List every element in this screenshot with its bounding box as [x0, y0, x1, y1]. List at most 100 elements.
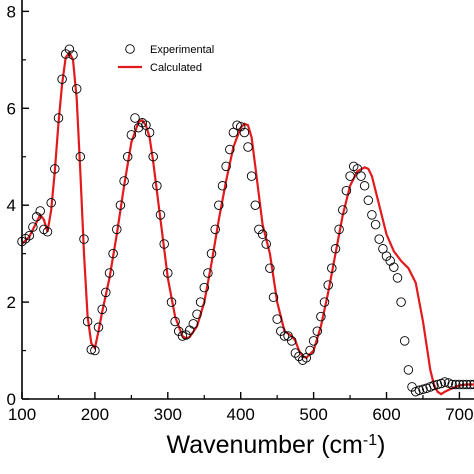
experimental-point — [389, 262, 399, 272]
experimental-point — [305, 345, 315, 356]
experimental-point — [68, 50, 78, 60]
experimental-point — [166, 297, 177, 307]
experimental-point — [283, 331, 293, 341]
experimental-point — [341, 185, 352, 196]
experimental-point — [392, 273, 403, 283]
experimental-point — [469, 379, 474, 390]
experimental-point — [141, 120, 151, 130]
experimental-point — [246, 171, 257, 181]
experimental-point — [108, 248, 118, 259]
experimental-point — [24, 230, 35, 241]
legend-experimental-label: Experimental — [150, 44, 214, 56]
experimental-point — [148, 151, 158, 162]
experimental-point — [250, 200, 261, 210]
experimental-point — [381, 251, 392, 261]
experimental-point — [345, 171, 355, 181]
experimental-point — [451, 379, 461, 390]
experimental-point — [432, 379, 443, 390]
x-axis-title-superscript: -1 — [363, 432, 377, 449]
experimental-point — [75, 151, 86, 162]
experimental-point — [71, 84, 82, 94]
plot-area — [17, 44, 474, 397]
experimental-point — [192, 309, 202, 319]
experimental-point — [308, 336, 319, 346]
x-axis-title-main: Wavenumber (cm — [167, 431, 363, 459]
experimental-point — [199, 282, 210, 293]
experimental-point — [53, 113, 64, 123]
experimental-point — [396, 297, 406, 307]
experimental-point — [374, 234, 384, 244]
experimental-point — [217, 181, 228, 191]
experimental-point — [152, 181, 162, 191]
experimental-point — [279, 331, 290, 341]
experimental-point — [104, 268, 115, 278]
experimental-point — [195, 297, 206, 307]
experimental-point — [31, 212, 42, 222]
experimental-point — [403, 365, 414, 375]
experimental-point — [214, 200, 224, 210]
experimental-point — [119, 176, 129, 186]
experimental-point — [112, 224, 122, 235]
experimental-point — [126, 130, 137, 140]
experimental-point — [268, 292, 279, 303]
experimental-point — [301, 353, 312, 363]
axes — [21, 0, 474, 400]
y-tick-label: 6 — [7, 99, 16, 118]
experimental-point — [265, 263, 275, 273]
legend-experimental-marker — [125, 44, 135, 54]
experimental-point — [330, 244, 341, 254]
experimental-point — [133, 122, 144, 133]
x-tick-label: 300 — [154, 405, 182, 424]
experimental-point — [64, 44, 75, 54]
x-axis-title-close: ) — [377, 431, 385, 459]
experimental-point — [334, 224, 344, 235]
experimental-point — [454, 379, 465, 390]
experimental-point — [28, 222, 38, 232]
experimental-point — [93, 322, 104, 333]
y-tick-label: 0 — [7, 390, 16, 409]
experimental-point — [177, 331, 188, 341]
experimental-point — [181, 330, 191, 340]
experimental-point — [228, 127, 239, 138]
experimental-point — [144, 127, 155, 138]
experimental-point — [316, 311, 326, 322]
experimental-point — [159, 239, 169, 249]
experimental-point — [458, 379, 468, 390]
experimental-point — [272, 314, 282, 324]
experimental-point — [60, 49, 71, 59]
y-tick-label: 8 — [7, 2, 16, 21]
experimental-point — [35, 206, 45, 216]
experimental-point — [46, 198, 56, 208]
experimental-point — [461, 379, 472, 390]
experimental-point — [170, 316, 180, 327]
experimental-point — [286, 336, 297, 346]
experimental-point — [86, 344, 97, 355]
experimental-point — [399, 336, 410, 346]
experimental-point — [239, 127, 250, 138]
x-tick-label: 400 — [227, 405, 255, 424]
experimental-point — [363, 195, 374, 206]
x-tick-label: 700 — [445, 405, 473, 424]
x-tick-label: 200 — [81, 405, 109, 424]
x-tick-label: 500 — [299, 405, 327, 424]
experimental-point — [206, 248, 217, 259]
experimental-point — [122, 151, 133, 162]
experimental-point — [257, 229, 268, 240]
experimental-point — [312, 326, 323, 336]
x-tick-label: 100 — [8, 405, 36, 424]
experimental-point — [79, 234, 89, 244]
experimental-point — [414, 385, 425, 396]
experimental-point — [130, 113, 140, 123]
experimental-point — [254, 224, 264, 235]
experimental-point — [97, 304, 107, 315]
experimental-point — [173, 326, 184, 336]
x-axis-title: Wavenumber (cm-1) — [167, 431, 386, 459]
experimental-point — [440, 377, 450, 387]
experimental-point — [163, 268, 173, 278]
experimental-point — [418, 384, 428, 395]
legend-calculated-label: Calculated — [150, 62, 202, 74]
experimental-point — [115, 200, 126, 210]
experimental-point — [188, 319, 199, 329]
